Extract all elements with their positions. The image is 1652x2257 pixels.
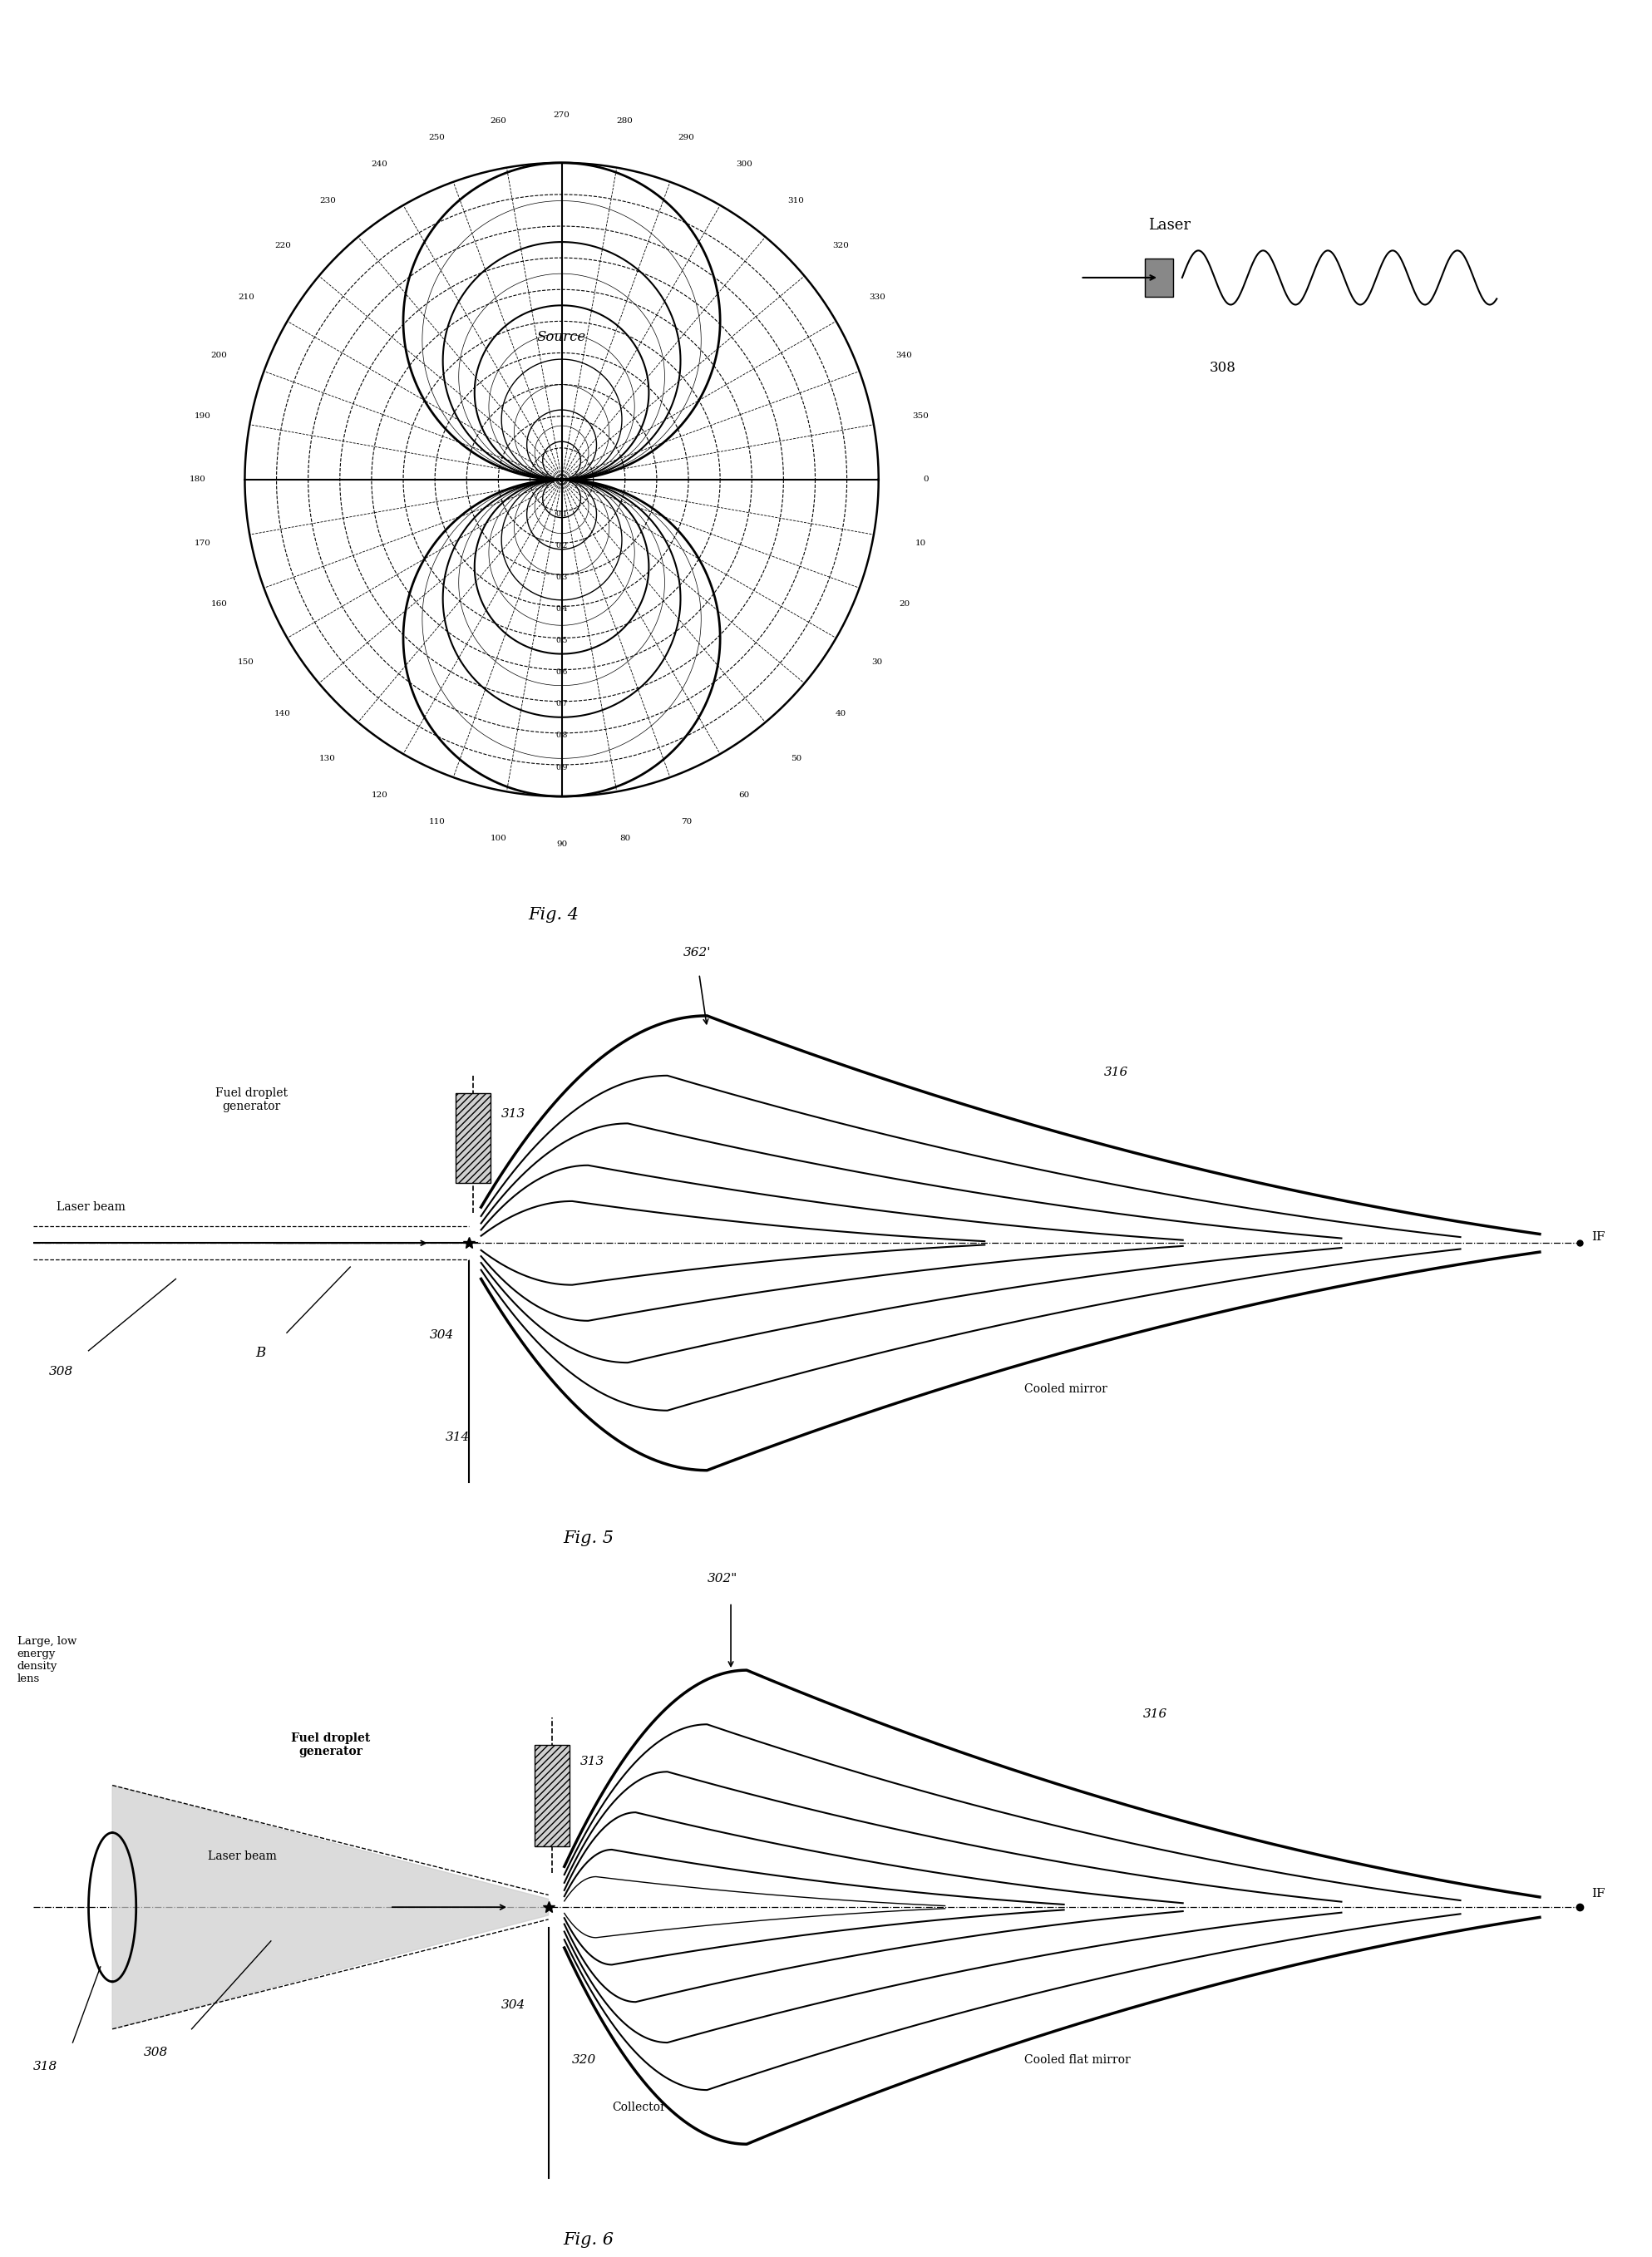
Text: 50: 50	[790, 756, 801, 763]
Text: 0.9: 0.9	[555, 763, 568, 772]
Polygon shape	[112, 1785, 548, 2029]
Text: 270: 270	[553, 111, 570, 120]
Text: Fig. 6: Fig. 6	[563, 2232, 613, 2248]
Bar	[456, 1095, 491, 1183]
Text: Laser beam: Laser beam	[208, 1851, 276, 1862]
Text: 170: 170	[195, 539, 211, 546]
Text: Fuel droplet
generator: Fuel droplet generator	[215, 1088, 287, 1113]
Text: 350: 350	[912, 413, 928, 420]
Text: 316: 316	[1143, 1709, 1168, 1720]
Text: 100: 100	[491, 835, 507, 842]
Text: 362': 362'	[684, 946, 710, 959]
Text: 240: 240	[372, 160, 388, 167]
Text: 314: 314	[446, 1431, 469, 1442]
Text: 308: 308	[144, 2047, 169, 2058]
Text: 90: 90	[557, 840, 567, 849]
Text: 304: 304	[501, 2000, 525, 2011]
Text: 230: 230	[319, 196, 335, 203]
Text: Fuel droplet
generator: Fuel droplet generator	[291, 1731, 370, 1758]
Text: 130: 130	[319, 756, 335, 763]
Text: 220: 220	[274, 241, 291, 248]
Text: 0.5: 0.5	[555, 636, 568, 646]
Text: 320: 320	[572, 2054, 596, 2065]
Text: 160: 160	[211, 600, 228, 607]
Text: 304: 304	[430, 1329, 454, 1341]
Text: 140: 140	[274, 711, 291, 718]
Text: 110: 110	[430, 819, 446, 826]
Text: Cooled flat mirror: Cooled flat mirror	[1024, 2054, 1130, 2065]
Text: 320: 320	[833, 241, 849, 248]
Text: 60: 60	[738, 792, 750, 799]
Text: 0.7: 0.7	[555, 700, 568, 709]
Text: 20: 20	[899, 600, 910, 607]
Text: 70: 70	[681, 819, 692, 826]
Text: 0.8: 0.8	[555, 731, 568, 740]
Text: 0.2: 0.2	[555, 542, 568, 548]
Text: 180: 180	[188, 476, 205, 483]
Text: 290: 290	[677, 133, 694, 140]
Text: 308: 308	[50, 1365, 73, 1377]
Text: Cooled mirror: Cooled mirror	[1024, 1384, 1107, 1395]
Text: 316: 316	[1104, 1065, 1128, 1079]
Text: 250: 250	[430, 133, 446, 140]
Text: 190: 190	[195, 413, 211, 420]
Text: 308: 308	[1209, 361, 1236, 375]
Text: 313: 313	[580, 1756, 605, 1767]
Text: 0.1: 0.1	[555, 510, 568, 517]
Text: Large, low
energy
density
lens: Large, low energy density lens	[17, 1636, 76, 1684]
Text: IF: IF	[1591, 1232, 1606, 1244]
Text: 10: 10	[915, 539, 927, 546]
Text: B: B	[254, 1345, 266, 1361]
Text: 340: 340	[895, 352, 912, 359]
Text: 302": 302"	[707, 1573, 737, 1584]
Text: 40: 40	[836, 711, 846, 718]
Text: Fig. 5: Fig. 5	[563, 1530, 613, 1546]
Text: 310: 310	[788, 196, 805, 203]
Text: Collector: Collector	[611, 2101, 666, 2113]
Text: 30: 30	[872, 659, 882, 666]
Text: IF: IF	[1591, 1887, 1606, 1900]
Text: 0: 0	[923, 476, 928, 483]
Text: Laser beam: Laser beam	[56, 1201, 126, 1212]
Text: Fig. 4: Fig. 4	[529, 907, 578, 923]
Text: Source: Source	[537, 330, 586, 343]
Text: 318: 318	[33, 2061, 58, 2072]
Text: 0.3: 0.3	[555, 573, 568, 580]
Bar	[535, 1745, 570, 1846]
Text: 260: 260	[491, 117, 507, 124]
Text: 330: 330	[869, 293, 885, 300]
Text: 300: 300	[735, 160, 752, 167]
Text: 210: 210	[238, 293, 254, 300]
Bar	[1145, 260, 1173, 296]
Text: 120: 120	[372, 792, 388, 799]
Text: 0.4: 0.4	[555, 605, 568, 612]
Text: 200: 200	[211, 352, 228, 359]
Text: 280: 280	[616, 117, 633, 124]
Bar	[456, 1095, 491, 1183]
Text: 150: 150	[238, 659, 254, 666]
Text: 313: 313	[501, 1108, 525, 1119]
Text: Laser: Laser	[1148, 219, 1191, 232]
Bar	[535, 1745, 570, 1846]
Text: 80: 80	[620, 835, 631, 842]
Text: 0.6: 0.6	[555, 668, 568, 677]
